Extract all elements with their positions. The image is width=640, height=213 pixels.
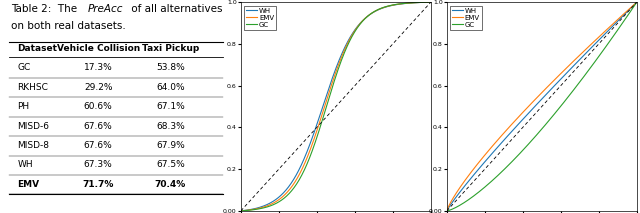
WH xyxy=(397,3,405,5)
EMV xyxy=(427,1,435,3)
GC xyxy=(409,1,417,4)
WH xyxy=(444,208,451,211)
Text: on both real datasets.: on both real datasets. xyxy=(11,21,125,31)
EMV xyxy=(409,1,417,4)
Text: RKHSC: RKHSC xyxy=(17,83,48,92)
Text: Dataset: Dataset xyxy=(17,44,58,53)
Text: 67.5%: 67.5% xyxy=(156,160,185,169)
Text: GC: GC xyxy=(17,63,31,72)
Text: 53.8%: 53.8% xyxy=(156,63,185,72)
Text: PreAcc: PreAcc xyxy=(87,4,123,14)
Text: 67.6%: 67.6% xyxy=(84,122,113,131)
EMV xyxy=(603,28,611,31)
GC xyxy=(615,27,623,29)
Text: Taxi Pickup: Taxi Pickup xyxy=(141,44,199,53)
GC xyxy=(353,27,361,29)
WH xyxy=(633,1,640,3)
EMV xyxy=(559,70,567,73)
WH xyxy=(427,1,435,3)
Text: 67.3%: 67.3% xyxy=(84,160,113,169)
GC xyxy=(350,32,358,34)
EMV xyxy=(556,73,564,76)
Line: EMV: EMV xyxy=(241,2,431,211)
GC xyxy=(556,107,563,109)
Text: 17.3%: 17.3% xyxy=(84,63,113,72)
WH xyxy=(556,79,564,81)
GC xyxy=(397,2,405,5)
Text: WH: WH xyxy=(17,160,33,169)
GC xyxy=(237,210,244,212)
GC xyxy=(443,210,451,212)
WH xyxy=(556,79,563,82)
Text: 67.6%: 67.6% xyxy=(84,141,113,150)
Text: 68.3%: 68.3% xyxy=(156,122,185,131)
Line: WH: WH xyxy=(241,2,431,211)
WH xyxy=(409,1,417,4)
EMV xyxy=(397,3,405,5)
WH xyxy=(615,19,623,21)
WH xyxy=(237,210,245,212)
WH xyxy=(559,75,567,78)
WH xyxy=(443,210,451,212)
EMV xyxy=(237,210,244,212)
GC xyxy=(559,102,567,105)
EMV xyxy=(237,210,245,212)
WH xyxy=(353,26,361,28)
WH xyxy=(349,31,357,33)
GC xyxy=(444,210,451,212)
Legend: WH, EMV, GC: WH, EMV, GC xyxy=(451,6,482,30)
Text: Table 2:  The: Table 2: The xyxy=(11,4,80,14)
Line: EMV: EMV xyxy=(447,2,637,211)
EMV xyxy=(350,31,358,33)
GC xyxy=(603,44,611,46)
Text: of all alternatives: of all alternatives xyxy=(127,4,222,14)
EMV xyxy=(353,26,361,29)
GC xyxy=(427,1,435,3)
WH xyxy=(237,210,244,212)
Text: 71.7%: 71.7% xyxy=(83,180,114,189)
Text: MISD-8: MISD-8 xyxy=(17,141,49,150)
Line: WH: WH xyxy=(447,2,637,211)
Text: 29.2%: 29.2% xyxy=(84,83,113,92)
Text: EMV: EMV xyxy=(17,180,40,189)
Text: MISD-6: MISD-6 xyxy=(17,122,49,131)
Text: Vehicle Collision: Vehicle Collision xyxy=(56,44,140,53)
Line: GC: GC xyxy=(447,2,637,211)
EMV xyxy=(633,1,640,3)
GC xyxy=(633,1,640,3)
WH xyxy=(350,30,358,32)
Text: 70.4%: 70.4% xyxy=(155,180,186,189)
WH xyxy=(603,31,611,33)
Text: 60.6%: 60.6% xyxy=(84,102,113,111)
EMV xyxy=(615,17,623,20)
GC xyxy=(556,106,564,108)
Text: 67.9%: 67.9% xyxy=(156,141,185,150)
EMV xyxy=(349,32,357,34)
Text: PH: PH xyxy=(17,102,29,111)
Line: GC: GC xyxy=(241,2,431,211)
Text: 67.1%: 67.1% xyxy=(156,102,185,111)
GC xyxy=(349,33,357,35)
Legend: WH, EMV, GC: WH, EMV, GC xyxy=(244,6,276,30)
EMV xyxy=(556,74,563,76)
EMV xyxy=(443,210,451,212)
Text: 64.0%: 64.0% xyxy=(156,83,184,92)
EMV xyxy=(444,208,451,210)
GC xyxy=(237,210,245,212)
